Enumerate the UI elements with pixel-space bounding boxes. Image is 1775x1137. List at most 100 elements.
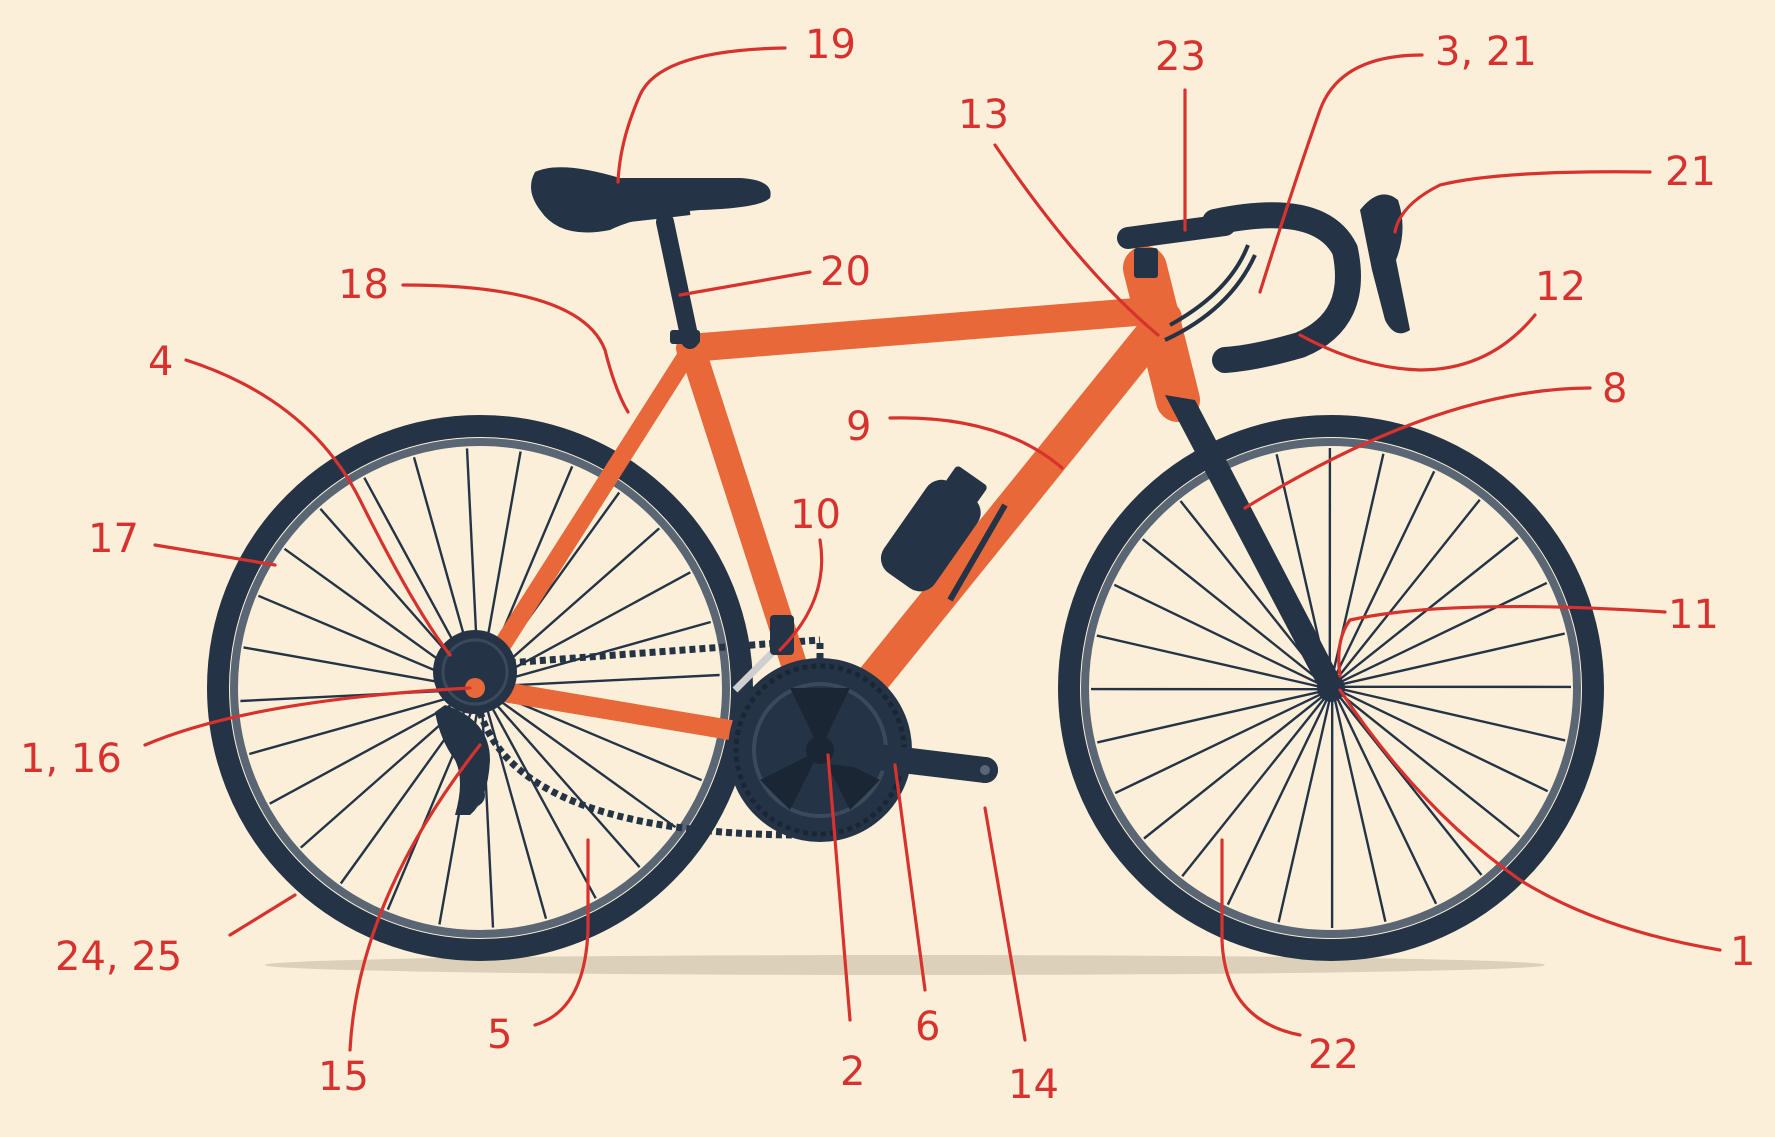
seat-clamp: [670, 330, 700, 344]
water-bottle: [880, 466, 987, 592]
rear-spoke: [248, 690, 472, 756]
callout-18: 18: [338, 262, 389, 308]
leader-1-16: [143, 686, 472, 747]
crankset: [728, 658, 998, 842]
callout-labels: 19 23 3, 21 13 21 18 20 12 4 8 9 10 17 1…: [20, 22, 1755, 1108]
seat-stay: [471, 341, 699, 689]
brake-cables: [1164, 244, 1257, 342]
front-spoke: [1097, 690, 1322, 744]
front-spoke: [1096, 634, 1322, 689]
cassette: [433, 630, 517, 714]
cassette-ring: [441, 638, 509, 706]
callout-13: 13: [958, 92, 1009, 138]
chain: [476, 636, 824, 839]
leader-13: [993, 143, 1160, 337]
leader-10: [778, 538, 824, 652]
callout-3-21: 3, 21: [1435, 29, 1537, 75]
callout-17: 17: [88, 516, 139, 562]
callout-9: 9: [846, 404, 871, 450]
front-spoke: [1340, 687, 1566, 742]
callout-21: 21: [1665, 149, 1716, 195]
leader-4: [184, 358, 452, 657]
front-spoke: [1141, 538, 1324, 684]
front-spoke: [1335, 695, 1438, 905]
leader-12: [1298, 313, 1537, 372]
callout-20: 20: [820, 249, 871, 295]
rear-drivetrain: [433, 630, 517, 815]
saddle-rails: [619, 209, 691, 223]
leader-3-21: [1258, 53, 1424, 294]
callout-24-25: 24, 25: [55, 934, 182, 980]
drop-handlebar: [1202, 202, 1361, 373]
leader-5: [533, 838, 590, 1027]
bottle-cap: [946, 466, 987, 504]
rear-spoke: [484, 695, 597, 899]
leader-21: [1393, 170, 1652, 234]
leader-2: [826, 753, 852, 1022]
front-spoke: [1226, 696, 1329, 906]
rear-spoke: [243, 646, 471, 689]
rear-spoke: [488, 691, 677, 829]
saddle-assembly: [531, 167, 771, 349]
rear-spoke: [489, 673, 720, 688]
callout-19: 19: [805, 22, 856, 68]
callout-23: 23: [1155, 34, 1206, 80]
rear-spoke: [486, 693, 641, 868]
leader-15: [348, 743, 482, 1052]
callout-10: 10: [790, 492, 841, 538]
leader-20: [678, 270, 812, 297]
front-spoke: [1143, 694, 1325, 840]
leader-19: [616, 46, 787, 184]
front-spoke: [1181, 695, 1327, 878]
leader-14: [983, 806, 1027, 1042]
jockey-wheel: [461, 783, 485, 807]
callout-2: 2: [840, 1049, 865, 1095]
leader-8: [1243, 386, 1592, 510]
callout-11: 11: [1668, 592, 1719, 638]
callout-6: 6: [915, 1004, 940, 1050]
front-spoke: [1277, 697, 1332, 923]
rear-spoke: [485, 527, 660, 682]
rear-rim: [230, 438, 730, 938]
bottle-cage: [947, 503, 1008, 602]
front-spoke: [1337, 694, 1483, 876]
front-spoke: [1333, 470, 1436, 680]
callout-12: 12: [1535, 264, 1586, 310]
leader-1: [1338, 688, 1722, 952]
callout-15: 15: [318, 1054, 369, 1100]
front-spoke: [1335, 498, 1481, 681]
leader-22: [1220, 838, 1302, 1037]
leader-9: [888, 416, 1064, 470]
fork: [1165, 395, 1345, 690]
front-rim: [1081, 438, 1581, 938]
front-spoke: [1338, 692, 1521, 838]
crank-arm: [807, 737, 998, 783]
front-spoke: [1340, 632, 1565, 686]
leader-18: [401, 283, 630, 414]
leader-11: [1337, 604, 1667, 678]
callout-8: 8: [1602, 366, 1627, 412]
front-spoke: [1114, 692, 1324, 795]
callout-1-16: 1, 16: [20, 736, 122, 782]
rear-tire: [207, 415, 753, 961]
callout-5: 5: [487, 1012, 512, 1058]
front-spoke: [1333, 697, 1387, 922]
brake-shifter-lever: [1360, 194, 1410, 334]
top-tube: [676, 296, 1174, 362]
saddle: [531, 167, 771, 233]
seatpost: [656, 213, 699, 349]
front-spoke: [1339, 690, 1549, 793]
pedal-spindle-center: [980, 765, 990, 775]
rear-spoke: [482, 696, 548, 920]
cockpit: [1117, 194, 1410, 373]
leader-lines: [143, 46, 1722, 1052]
callout-22: 22: [1308, 1032, 1359, 1078]
front-spoke: [1113, 583, 1323, 686]
front-spoke: [1338, 581, 1548, 684]
rear-dropout: [465, 678, 485, 698]
front-derailleur: [770, 615, 794, 655]
callout-1: 1: [1730, 929, 1755, 975]
leader-17: [153, 543, 277, 567]
head-tube: [1123, 246, 1200, 422]
